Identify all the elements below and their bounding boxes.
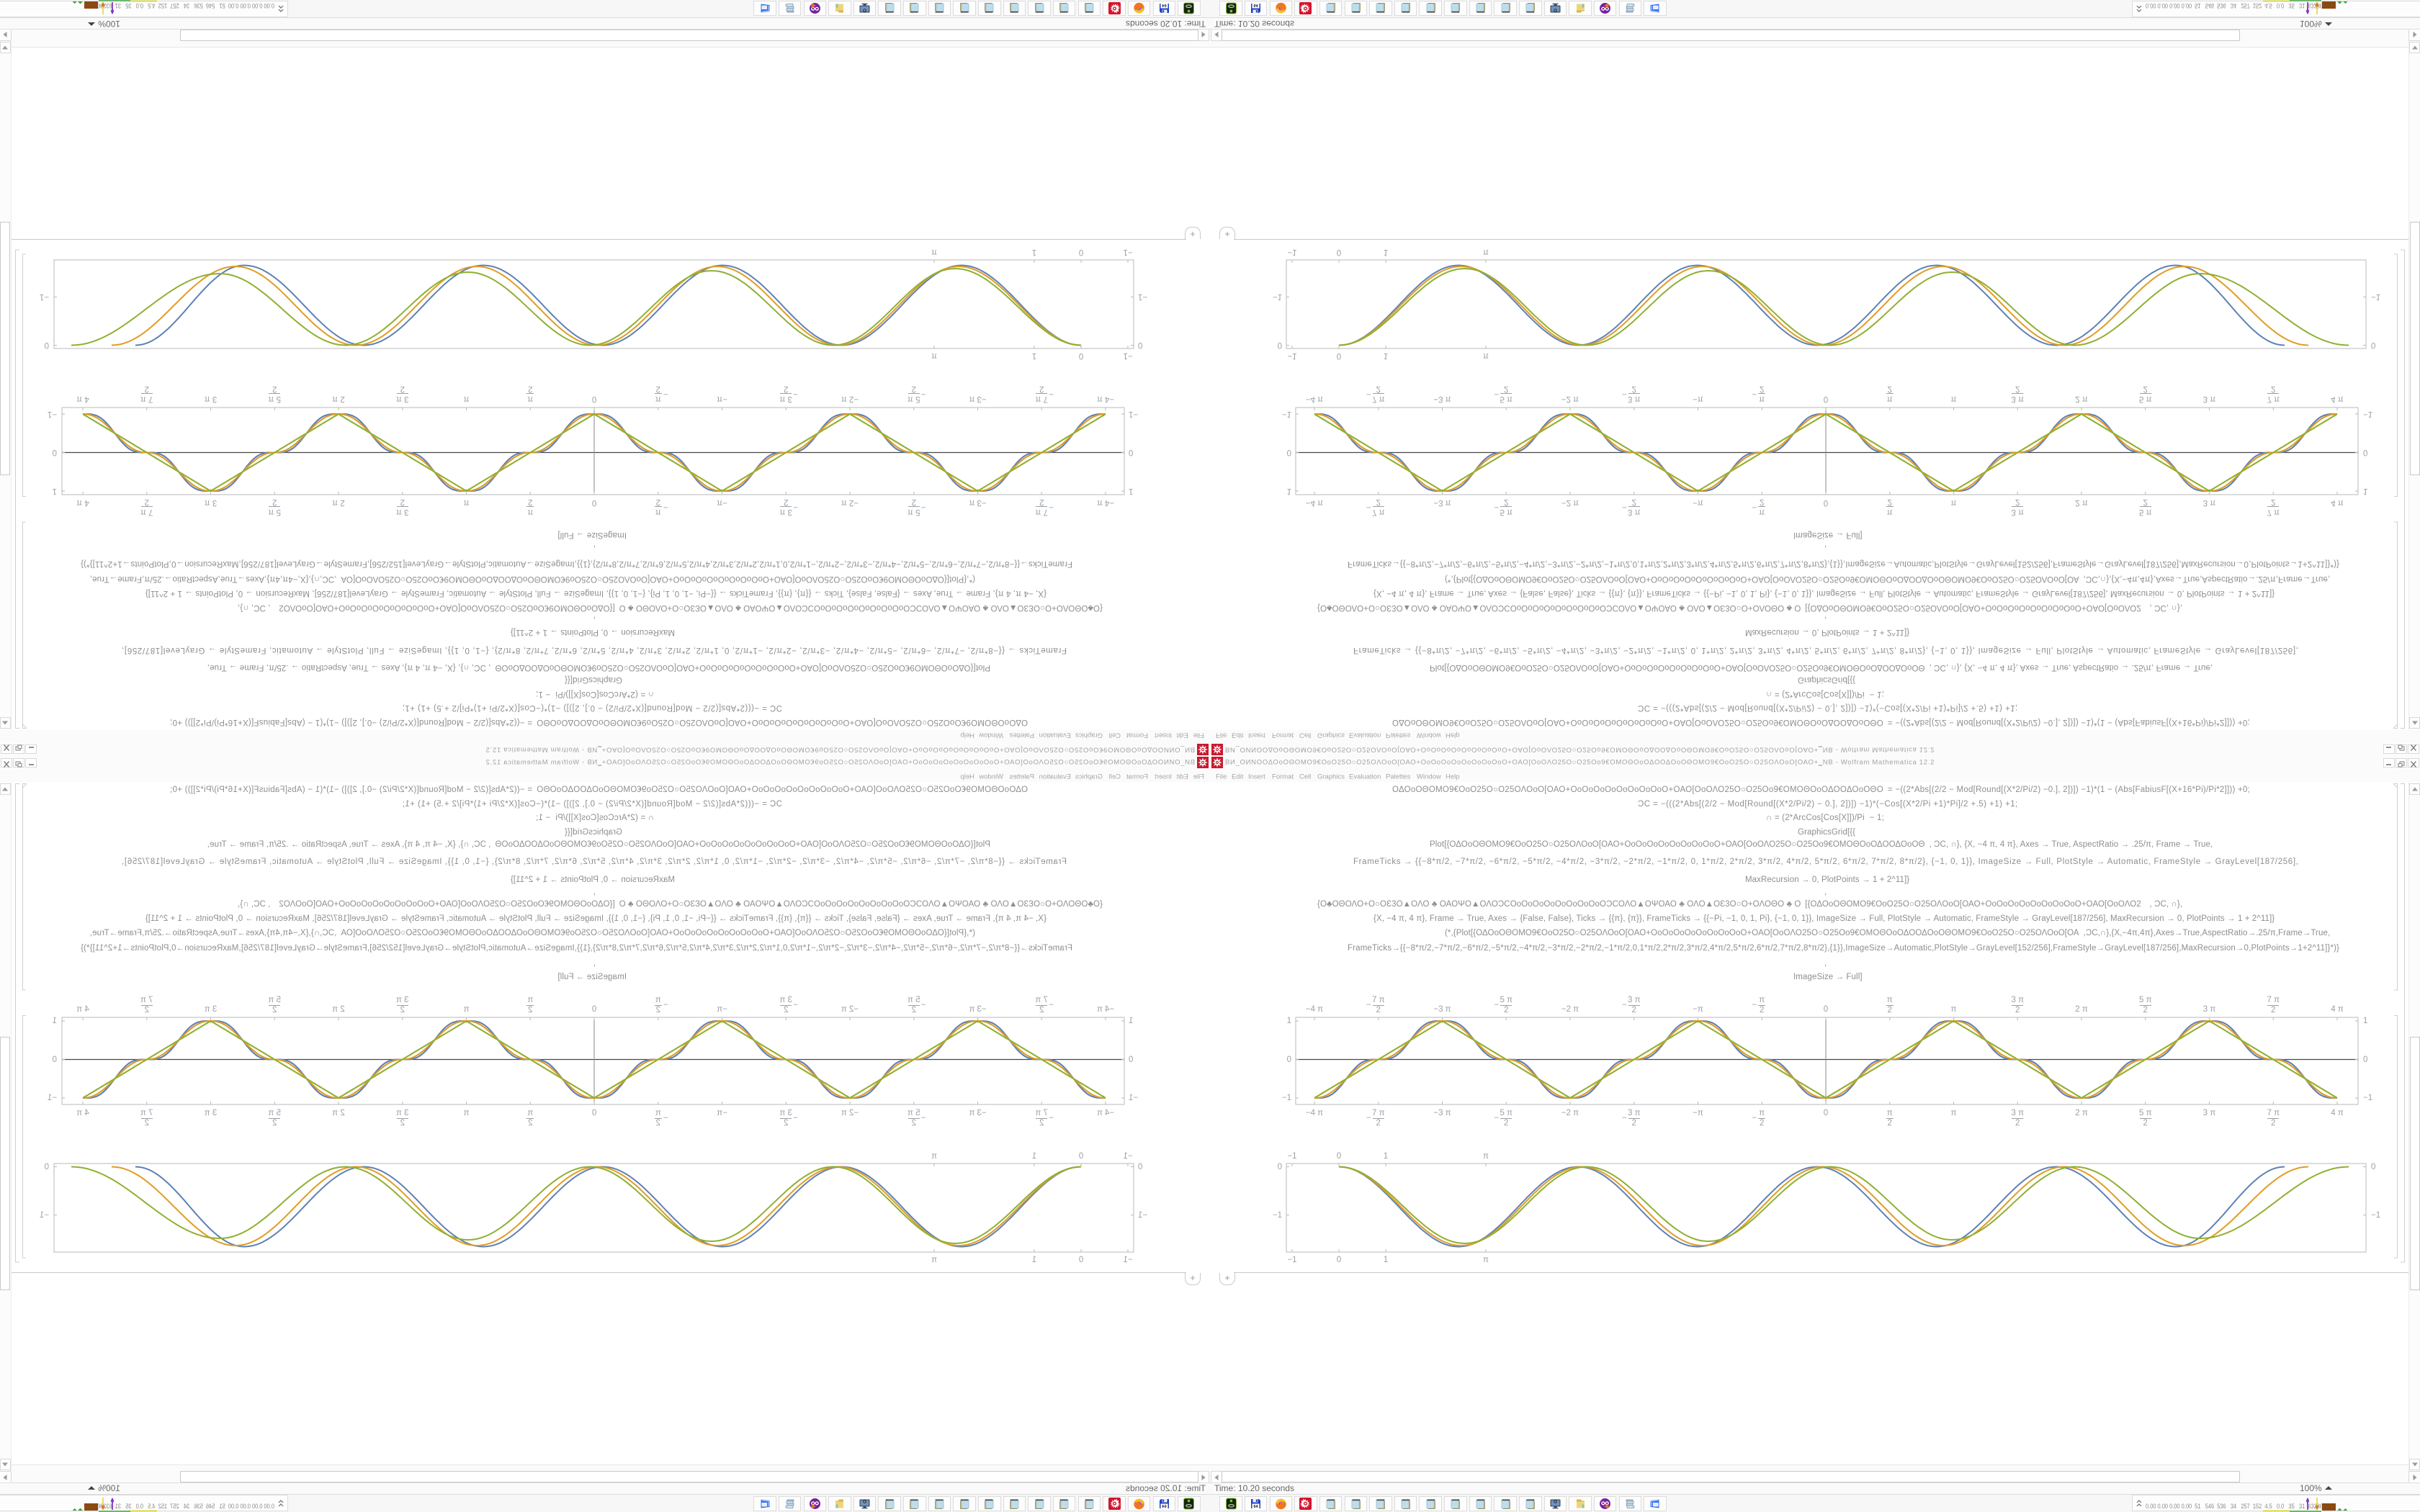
svg-text:64: 64 — [1254, 1505, 1259, 1509]
svg-text:64: 64 — [1161, 1505, 1166, 1509]
svg-text:64: 64 — [1254, 3, 1259, 7]
svg-text:64: 64 — [1161, 3, 1166, 7]
